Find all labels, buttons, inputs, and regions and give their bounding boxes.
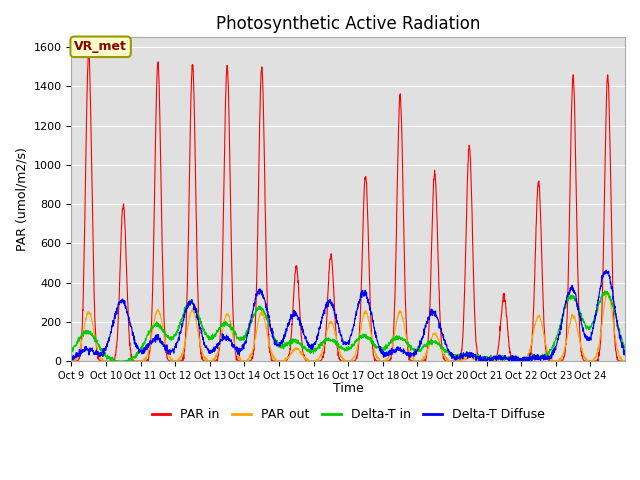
Delta-T Diffuse (123, 307, 131, 313)
PAR out (68, 358, 76, 364)
Legend: PAR in, PAR out, Delta-T in, Delta-T Diffuse: PAR in, PAR out, Delta-T in, Delta-T Dif… (147, 403, 550, 426)
Line: PAR in: PAR in (72, 51, 625, 361)
PAR in (515, 358, 523, 364)
PAR out (621, 358, 629, 364)
Delta-T Diffuse (515, 358, 523, 364)
PAR out (243, 358, 250, 363)
PAR out (614, 346, 621, 352)
Title: Photosynthetic Active Radiation: Photosynthetic Active Radiation (216, 15, 481, 33)
Delta-T Diffuse (614, 322, 621, 328)
Line: PAR out: PAR out (72, 293, 625, 361)
PAR out (123, 358, 131, 364)
PAR out (546, 354, 554, 360)
PAR out (604, 290, 612, 296)
PAR in (621, 358, 629, 364)
PAR in (85, 48, 93, 54)
Delta-T in (601, 288, 609, 294)
Delta-T Diffuse (68, 355, 76, 360)
Delta-T in (123, 358, 131, 363)
Delta-T in (621, 347, 629, 352)
Delta-T in (68, 349, 76, 355)
Delta-T Diffuse (243, 339, 250, 345)
Delta-T in (243, 331, 250, 337)
Delta-T Diffuse (621, 352, 629, 358)
Line: Delta-T in: Delta-T in (72, 291, 625, 361)
PAR in (243, 358, 250, 364)
PAR out (381, 358, 389, 363)
PAR out (515, 358, 523, 364)
Delta-T in (109, 358, 117, 364)
PAR in (381, 358, 389, 364)
Text: VR_met: VR_met (74, 40, 127, 53)
Delta-T Diffuse (479, 358, 487, 364)
Delta-T in (547, 347, 554, 352)
Delta-T in (614, 323, 621, 329)
Delta-T Diffuse (381, 353, 389, 359)
PAR in (68, 358, 76, 364)
Delta-T Diffuse (547, 353, 554, 359)
PAR in (547, 358, 554, 364)
Delta-T in (381, 344, 389, 350)
PAR in (123, 279, 131, 285)
Line: Delta-T Diffuse: Delta-T Diffuse (72, 270, 625, 361)
PAR in (614, 357, 621, 363)
Y-axis label: PAR (umol/m2/s): PAR (umol/m2/s) (15, 147, 28, 251)
Delta-T Diffuse (602, 267, 610, 273)
Delta-T in (515, 356, 523, 362)
X-axis label: Time: Time (333, 382, 364, 395)
